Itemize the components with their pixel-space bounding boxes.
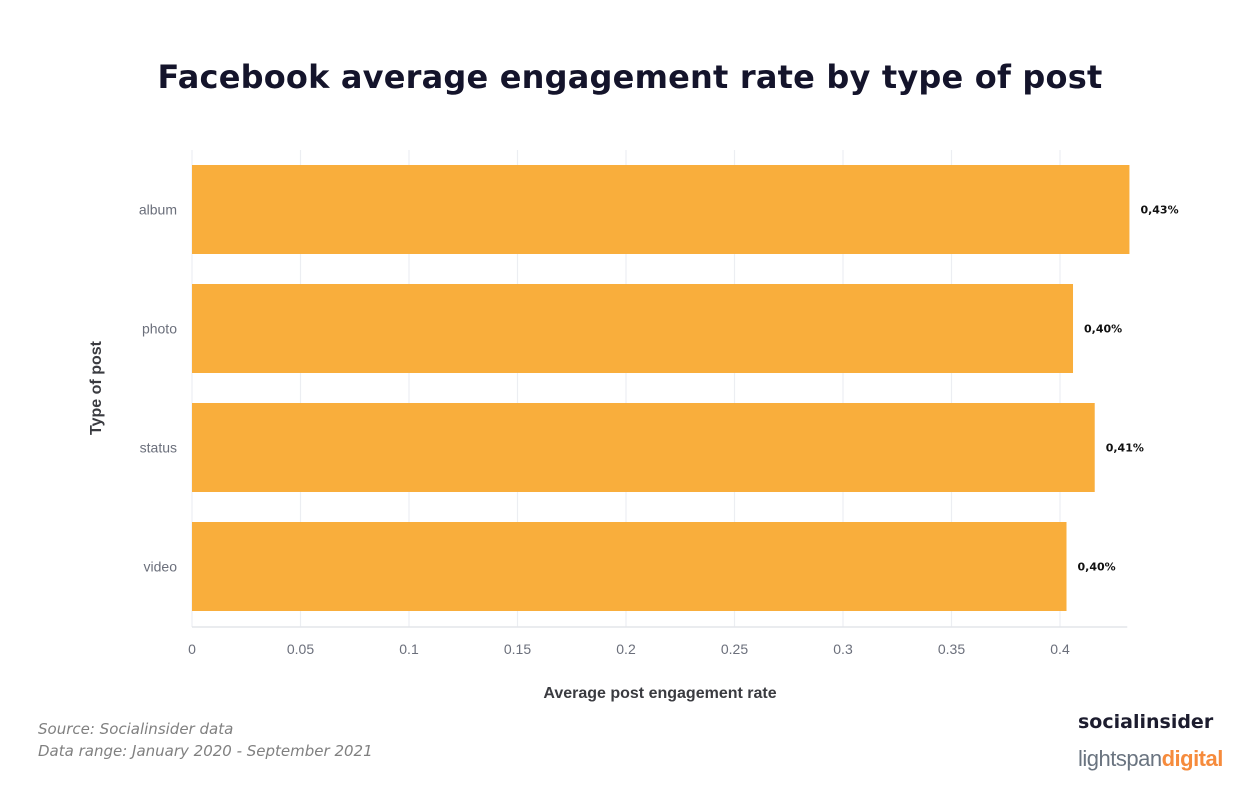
data-label: 0,41% [1106,442,1144,455]
data-labels: 0,43% 0,40% 0,41% 0,40% [1078,204,1179,574]
x-tick-label: 0.2 [616,641,636,657]
bar-video [192,522,1067,611]
bars [192,165,1130,611]
x-tick-label: 0 [188,641,196,657]
x-axis-title: Average post engagement rate [543,685,776,702]
x-tick-label: 0.35 [938,641,965,657]
category-label: status [140,440,177,456]
category-label: album [139,202,177,218]
x-tick-label: 0.3 [833,641,853,657]
lightspandigital-logo: lightspandigital [1078,746,1223,771]
y-axis-title: Type of post [88,340,105,435]
data-label: 0,43% [1140,204,1178,217]
source-note: Source: Socialinsider data [38,720,234,738]
date-range-note: Data range: January 2020 - September 202… [38,742,373,760]
x-tick-labels: 0 0.05 0.1 0.15 0.2 0.25 0.3 0.35 0.4 [188,641,1070,657]
socialinsider-logo: socialinsider [1078,705,1213,733]
x-tick-label: 0.25 [721,641,748,657]
x-tick-label: 0.15 [504,641,531,657]
data-label: 0,40% [1078,561,1116,574]
bar-photo [192,284,1074,373]
category-label: photo [142,321,177,337]
x-tick-label: 0.05 [287,641,314,657]
data-label: 0,40% [1084,323,1122,336]
bar-status [192,403,1095,492]
footer-notes: Source: Socialinsider data Data range: J… [38,718,373,762]
x-tick-label: 0.4 [1050,641,1070,657]
bar-album [192,165,1130,254]
category-labels: album photo status video [139,202,177,575]
chart-title: Facebook average engagement rate by type… [157,58,1103,96]
x-tick-label: 0.1 [399,641,419,657]
category-label: video [144,559,178,575]
